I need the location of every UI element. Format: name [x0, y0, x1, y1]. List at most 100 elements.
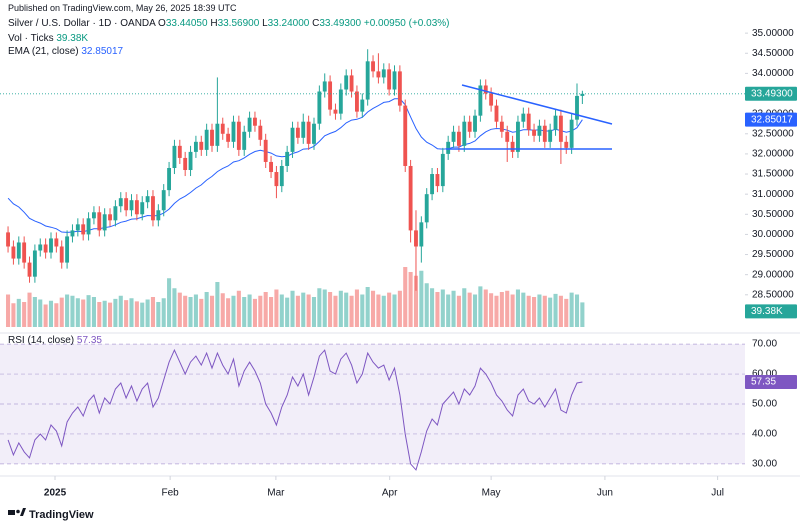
y-tick-label: 34.50000 [752, 48, 794, 59]
candle-body [242, 131, 247, 150]
candle-body [236, 121, 241, 150]
candle-body [526, 113, 531, 130]
rsi-tick-label: 60.00 [752, 369, 777, 380]
rsi-tick-label: 30.00 [752, 459, 777, 470]
candle-body [49, 238, 53, 253]
rsi-tick-label: 40.00 [752, 429, 777, 440]
candle-body [360, 99, 365, 112]
volume-bar [209, 295, 215, 327]
volume-bar [263, 292, 268, 327]
volume-bar [279, 294, 284, 327]
candle-body [6, 232, 10, 247]
volume-bar [376, 294, 381, 327]
volume-bar [113, 298, 118, 327]
volume-bar [124, 300, 129, 327]
volume-bar [6, 294, 11, 327]
brand: TradingView [29, 509, 94, 521]
candle-body [516, 121, 520, 152]
candle-body [27, 262, 32, 277]
volume-bar [354, 289, 359, 327]
candle-body [317, 91, 322, 124]
candle-body [338, 89, 343, 114]
candle-body [381, 69, 386, 78]
candle-body [156, 210, 161, 221]
volume-bar [156, 302, 161, 327]
y-tick-label: 31.50000 [752, 169, 794, 180]
volume-bar [311, 297, 317, 327]
volume-bar [499, 292, 504, 327]
volume-bar [161, 298, 166, 327]
volume-bar [413, 275, 419, 327]
volume-bar [403, 267, 408, 327]
volume-bar [226, 298, 231, 327]
candle-body [451, 131, 456, 142]
volume-bar [446, 294, 451, 327]
candle-body [430, 174, 435, 195]
candle-body [97, 212, 102, 231]
volume-bar [532, 297, 537, 327]
volume-bar [451, 290, 456, 327]
ema-legend: EMA (21, close) 32.85017 [8, 46, 123, 57]
candle-body [365, 61, 370, 100]
candle-body [333, 109, 338, 114]
rsi-label: 57.35 [751, 377, 776, 388]
x-tick-label: May [482, 488, 501, 499]
ema-name: EMA (21, close) [8, 46, 79, 57]
volume-bar [54, 303, 59, 327]
candle-body [575, 95, 579, 120]
y-tick-label: 32.50000 [752, 128, 794, 139]
volume-bar [430, 288, 435, 327]
volume-bar [360, 294, 365, 327]
y-tick-label: 28.50000 [752, 289, 794, 300]
y-tick-label: 29.00000 [752, 269, 794, 280]
trend-line [461, 84, 613, 125]
volume-bar [204, 292, 209, 327]
volume-bar [537, 294, 542, 327]
candle-body [113, 206, 118, 221]
rsi-line [7, 348, 583, 471]
volume-bar [548, 297, 553, 327]
ema-label: 32.85017 [751, 114, 793, 125]
volume-bar [140, 302, 145, 327]
candle-body [542, 125, 547, 142]
candle-body [285, 151, 290, 166]
candle-body [231, 121, 236, 142]
ema-label-box [745, 112, 797, 127]
candle-body [274, 172, 279, 187]
volume-bar [75, 298, 80, 327]
volume-bar [456, 295, 461, 327]
volume-bar [370, 290, 376, 327]
y-tick-label: 31.00000 [752, 189, 794, 200]
candle-body [532, 129, 536, 136]
volume-bar [322, 289, 327, 327]
rsi-value: 57.35 [76, 335, 102, 346]
volume-bar [97, 302, 102, 327]
candle-body [59, 246, 64, 263]
ohlc-key: L [262, 18, 268, 29]
candle-body [489, 93, 494, 106]
rsi-name: RSI (14, close) [8, 335, 75, 346]
volume-bar [59, 297, 64, 327]
volume-bar [515, 289, 520, 327]
volume-bar [483, 289, 488, 327]
candle-body [38, 244, 43, 251]
ohlc: O33.44050 H33.56900 L33.24000 C33.49300 [158, 18, 364, 29]
volume-bar [252, 298, 257, 327]
candle-body [11, 246, 16, 259]
candle-body [188, 151, 193, 171]
x-tick-label: Apr [382, 488, 398, 499]
ohlc-value: 33.49300 [319, 18, 362, 29]
volume-bar [505, 290, 510, 327]
volume-bar [274, 289, 279, 327]
candle-body [258, 125, 263, 140]
y-tick-label: 35.00000 [752, 28, 794, 39]
y-tick-label: 34.00000 [752, 68, 794, 79]
volume-bar [564, 298, 569, 327]
candle-body [478, 85, 483, 116]
volume-bar [285, 297, 290, 327]
candle-body [86, 218, 91, 235]
candle-body [199, 141, 204, 150]
volume-bar [27, 292, 32, 327]
volume-bar [43, 304, 48, 327]
candle-body [140, 202, 145, 215]
